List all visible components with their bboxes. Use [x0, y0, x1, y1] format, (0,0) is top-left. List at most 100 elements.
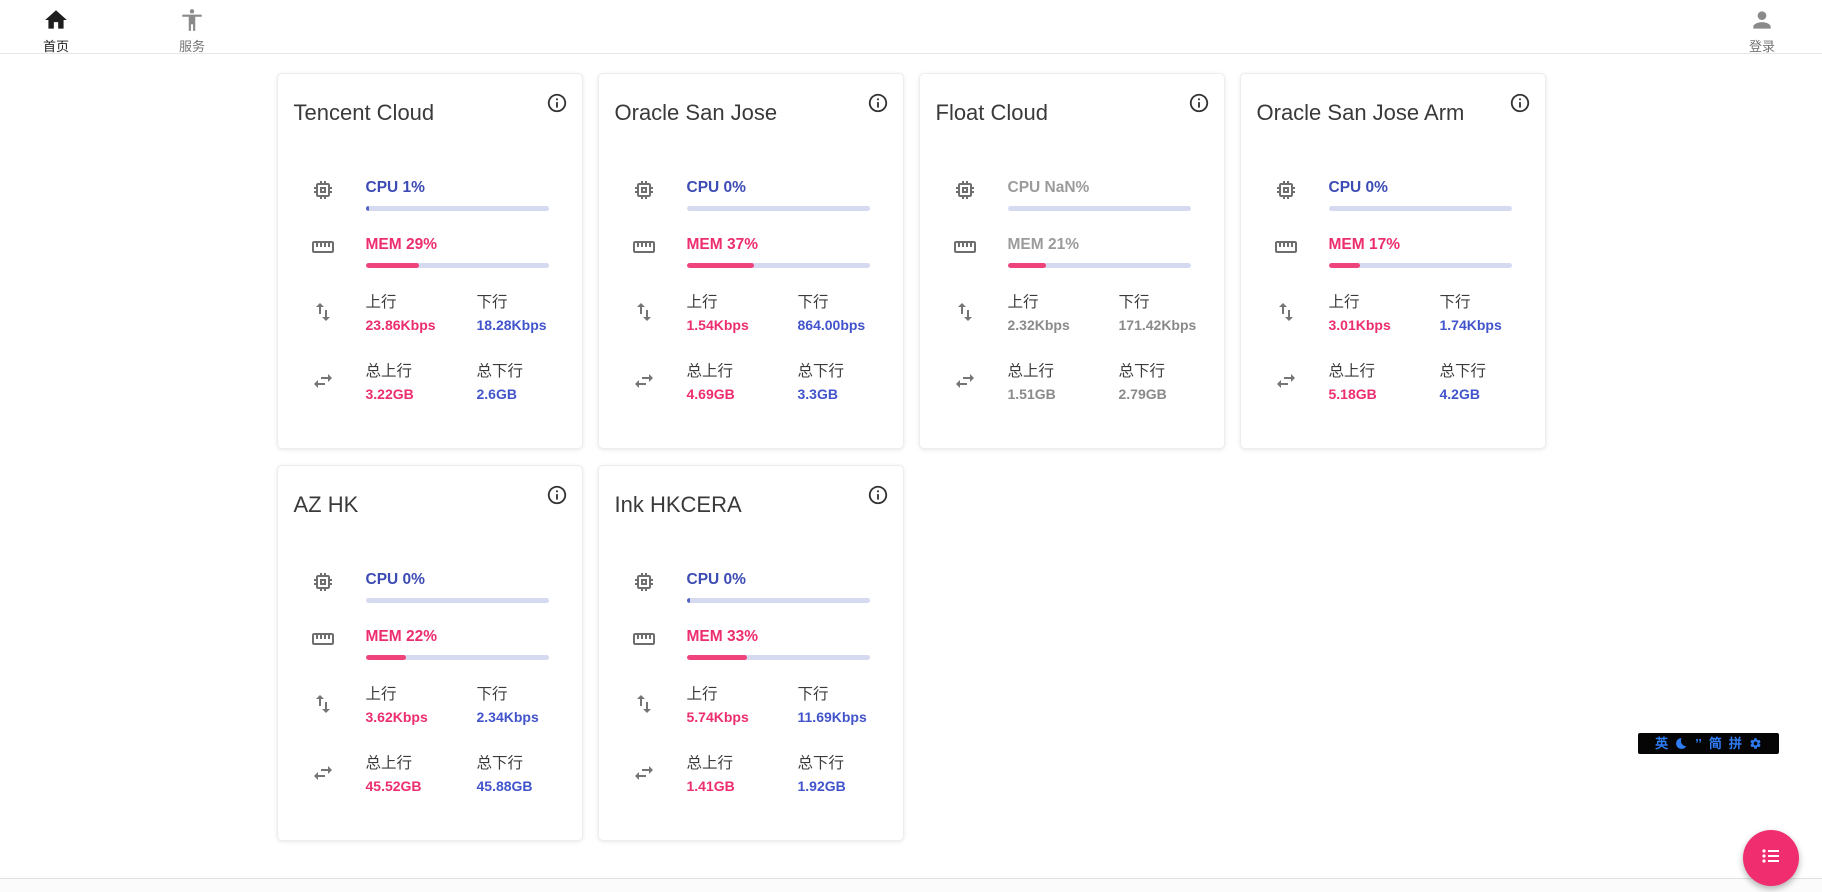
upload-label: 上行 [365, 686, 397, 703]
download-label: 下行 [1439, 294, 1471, 311]
server-name: Oracle San Jose [614, 100, 778, 125]
download-value: 2.34Kbps [476, 709, 539, 725]
speed-row: 上行 5.74Kbps 下行 11.69Kbps [599, 684, 903, 726]
upload-value: 1.54Kbps [686, 317, 749, 333]
total-download-label: 总下行 [1439, 363, 1487, 380]
swap-horizontal-icon [953, 369, 977, 398]
total-upload-label: 总上行 [1328, 363, 1376, 380]
info-icon[interactable] [867, 90, 889, 119]
cpu-row: CPU 0% [278, 570, 582, 603]
moon-icon[interactable] [1675, 737, 1688, 750]
mem-bar-fill [365, 263, 419, 268]
memory-ruler-icon [632, 235, 656, 264]
swap-horizontal-icon [632, 369, 656, 398]
cpu-progress-bar [686, 206, 870, 211]
total-upload-label: 总上行 [1007, 363, 1055, 380]
upload-value: 5.74Kbps [686, 709, 749, 725]
mem-bar-fill [1007, 263, 1046, 268]
up-down-arrows-icon [953, 300, 977, 329]
total-row: 总上行 5.18GB 总下行 4.2GB [1241, 361, 1545, 403]
server-card: AZ HK CPU 0% [276, 465, 583, 841]
ime-language-toggle[interactable]: 英 [1655, 736, 1669, 751]
cpu-row: CPU 1% [278, 178, 582, 211]
total-row: 总上行 4.69GB 总下行 3.3GB [599, 361, 903, 403]
total-row: 总上行 1.41GB 总下行 1.92GB [599, 753, 903, 795]
cpu-bar-fill [365, 206, 370, 211]
upload-label: 上行 [365, 294, 397, 311]
total-upload-value: 1.41GB [686, 778, 735, 794]
total-upload-value: 3.22GB [365, 386, 414, 402]
upload-label: 上行 [686, 294, 718, 311]
total-download-value: 1.92GB [797, 778, 846, 794]
info-icon[interactable] [546, 482, 568, 511]
cpu-chip-icon [311, 178, 335, 207]
cpu-chip-icon [953, 178, 977, 207]
upload-value: 2.32Kbps [1007, 317, 1070, 333]
ime-pinyin-toggle[interactable]: 拼 [1728, 736, 1742, 751]
mem-usage-label: MEM 17% [1328, 236, 1401, 253]
bulleted-list-icon [1759, 844, 1783, 873]
server-card: Ink HKCERA CPU 0% [597, 465, 904, 841]
footer [0, 878, 1822, 892]
mem-progress-bar [1328, 263, 1512, 268]
total-upload-label: 总上行 [686, 755, 734, 772]
mem-usage-label: MEM 21% [1007, 236, 1080, 253]
mem-progress-bar [686, 655, 870, 660]
server-list-fab-button[interactable] [1743, 830, 1799, 886]
card-header: Tencent Cloud [278, 74, 582, 128]
upload-value: 23.86Kbps [365, 317, 436, 333]
total-download-value: 4.2GB [1439, 386, 1480, 402]
nav-services-label: 服务 [178, 39, 205, 54]
upload-value: 3.01Kbps [1328, 317, 1391, 333]
total-upload-label: 总上行 [365, 755, 413, 772]
info-icon[interactable] [546, 90, 568, 119]
info-icon[interactable] [867, 482, 889, 511]
download-label: 下行 [476, 686, 508, 703]
download-label: 下行 [797, 686, 829, 703]
ime-simplified-toggle[interactable]: 简 [1708, 736, 1722, 751]
speed-row: 上行 23.86Kbps 下行 18.28Kbps [278, 292, 582, 334]
mem-row: MEM 33% [599, 627, 903, 660]
card-header: Oracle San Jose [599, 74, 903, 128]
mem-row: MEM 22% [278, 627, 582, 660]
total-row: 总上行 3.22GB 总下行 2.6GB [278, 361, 582, 403]
nav-item-home[interactable]: 首页 [36, 7, 76, 54]
total-upload-value: 5.18GB [1328, 386, 1377, 402]
cpu-progress-bar [686, 598, 870, 603]
card-header: Ink HKCERA [599, 466, 903, 520]
speed-row: 上行 1.54Kbps 下行 864.00bps [599, 292, 903, 334]
download-label: 下行 [476, 294, 508, 311]
up-down-arrows-icon [632, 692, 656, 721]
mem-usage-label: MEM 22% [365, 628, 438, 645]
swap-horizontal-icon [1274, 369, 1298, 398]
gear-icon[interactable] [1749, 737, 1762, 750]
mem-progress-bar [1007, 263, 1191, 268]
total-download-label: 总下行 [797, 755, 845, 772]
card-header: Float Cloud [920, 74, 1224, 128]
cpu-row: CPU 0% [599, 178, 903, 211]
total-download-value: 45.88GB [476, 778, 533, 794]
metrics: CPU 1% MEM 29% [278, 178, 582, 403]
nav-item-services[interactable]: 服务 [172, 7, 212, 54]
memory-ruler-icon [311, 235, 335, 264]
up-down-arrows-icon [311, 300, 335, 329]
nav-login-label: 登录 [1748, 39, 1775, 54]
download-value: 18.28Kbps [476, 317, 547, 333]
metrics: CPU 0% MEM 17% [1241, 178, 1545, 403]
ime-punctuation-toggle[interactable]: ’’ [1695, 736, 1702, 751]
cpu-row: CPU 0% [599, 570, 903, 603]
cpu-chip-icon [632, 178, 656, 207]
total-row: 总上行 1.51GB 总下行 2.79GB [920, 361, 1224, 403]
mem-progress-bar [686, 263, 870, 268]
server-name: Tencent Cloud [293, 100, 435, 125]
info-icon[interactable] [1509, 90, 1531, 119]
server-name: Oracle San Jose Arm [1256, 100, 1465, 125]
mem-bar-fill [686, 655, 747, 660]
cpu-usage-label: CPU NaN% [1007, 179, 1090, 196]
upload-label: 上行 [686, 686, 718, 703]
speed-row: 上行 2.32Kbps 下行 171.42Kbps [920, 292, 1224, 334]
info-icon[interactable] [1188, 90, 1210, 119]
metrics: CPU 0% MEM 33% [599, 570, 903, 795]
cpu-progress-bar [365, 206, 549, 211]
nav-item-login[interactable]: 登录 [1742, 7, 1782, 54]
